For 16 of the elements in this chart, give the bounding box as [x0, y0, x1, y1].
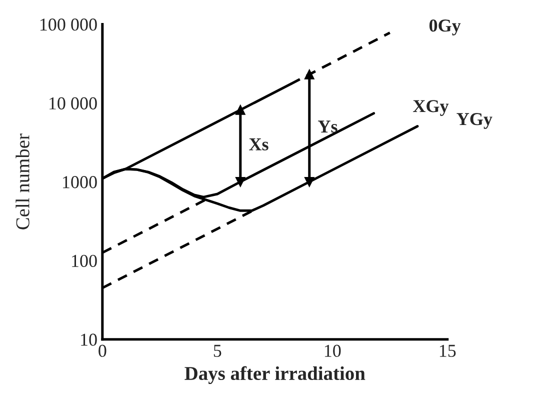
x-tick-label: 5 [214, 344, 222, 357]
x-tick-label: 15 [440, 344, 456, 357]
y-tick-label: 100 [72, 254, 97, 268]
y-tick-label: 10 [81, 334, 97, 346]
annotation: Ys [318, 120, 338, 133]
y-tick-label: 100 000 [40, 18, 97, 31]
annotation: Xs [249, 138, 268, 150]
y-axis-title: Cell number [16, 134, 30, 230]
text: 0Gy [429, 19, 461, 36]
y-tick-label: 1000 [63, 176, 97, 188]
text: XGy [413, 100, 449, 116]
x-axis-title: Days after irradiation [184, 366, 366, 384]
text: YGy [456, 113, 492, 129]
y-tick-label: 10 000 [49, 97, 97, 110]
x-tick-label: 0 [98, 344, 106, 357]
x-tick-label: 10 [324, 344, 341, 357]
